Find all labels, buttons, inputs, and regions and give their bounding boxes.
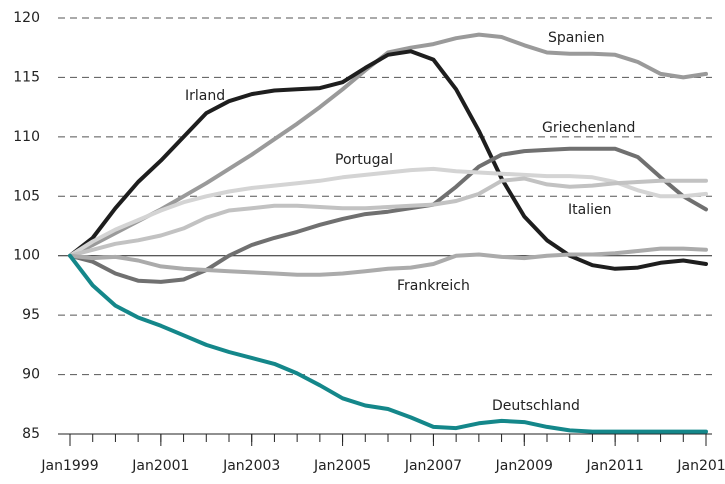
- x-tick-label: Jan1999: [40, 458, 98, 474]
- x-tick-label: Jan2003: [222, 458, 280, 474]
- x-tick-label: Jan2005: [313, 458, 371, 474]
- series-label: Italien: [568, 202, 611, 218]
- series-line: [68, 246, 708, 277]
- x-tick-label: Jan2013: [676, 458, 725, 474]
- y-tick-label: 105: [13, 188, 40, 204]
- series-line: [68, 253, 708, 434]
- series-label: Deutschland: [492, 398, 580, 414]
- series-line: [68, 176, 708, 258]
- y-tick-label: 100: [13, 248, 40, 264]
- series-label: Griechenland: [542, 120, 635, 136]
- y-tick-label: 115: [13, 69, 40, 85]
- series-label: Spanien: [548, 30, 605, 46]
- x-tick-label: Jan2009: [495, 458, 553, 474]
- y-tick-label: 95: [22, 307, 40, 323]
- x-tick-label: Jan2001: [131, 458, 189, 474]
- series-line: [68, 49, 708, 271]
- series-label: Irland: [185, 88, 225, 104]
- y-tick-label: 120: [13, 10, 40, 26]
- y-tick-label: 85: [22, 426, 40, 442]
- series-line: [68, 146, 708, 284]
- x-tick-label: Jan2007: [404, 458, 462, 474]
- series-line: [68, 166, 708, 258]
- y-tick-label: 110: [13, 129, 40, 145]
- series-line: [68, 32, 708, 258]
- series-label: Frankreich: [397, 278, 470, 294]
- y-tick-label: 90: [22, 367, 40, 383]
- series-label: Portugal: [335, 152, 393, 168]
- x-tick-label: Jan2011: [586, 458, 644, 474]
